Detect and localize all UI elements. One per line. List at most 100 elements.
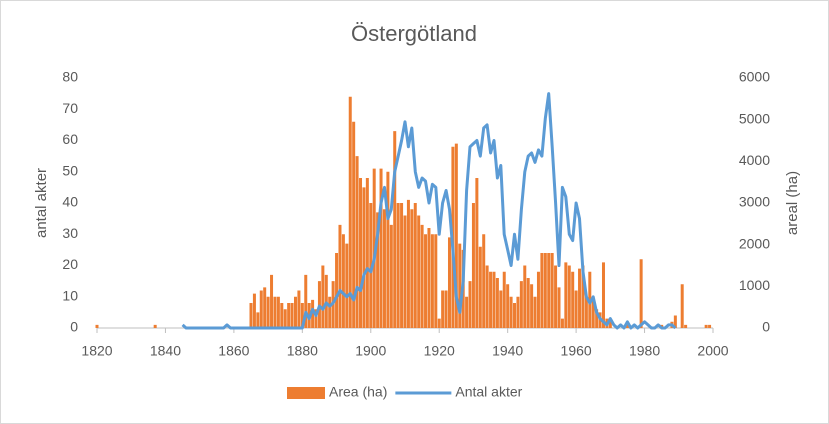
bar	[526, 278, 530, 328]
bar	[506, 284, 510, 328]
bar	[386, 171, 390, 328]
x-tick-label: 1960	[561, 343, 592, 359]
bar	[608, 321, 612, 328]
y-tick-label: 80	[62, 69, 78, 85]
bar	[557, 287, 561, 328]
bar	[550, 253, 554, 328]
y2-tick-label: 2000	[739, 235, 770, 251]
bar	[571, 271, 575, 328]
bar	[523, 265, 527, 328]
x-tick-label: 1940	[492, 343, 523, 359]
bar	[680, 284, 684, 328]
bar	[270, 274, 274, 328]
y2-tick-label: 3000	[739, 194, 770, 210]
bar	[478, 246, 482, 328]
bar	[516, 296, 520, 328]
bar	[273, 296, 277, 328]
bar	[536, 271, 540, 328]
x-tick-label: 1840	[150, 343, 181, 359]
bar	[341, 234, 345, 328]
bar	[406, 199, 410, 328]
bar	[434, 234, 438, 328]
bar	[441, 290, 445, 328]
y-tick-label: 30	[62, 225, 78, 241]
x-tick-label: 1880	[287, 343, 318, 359]
bar	[345, 243, 349, 328]
y2-axis-title: areal (ha)	[784, 171, 801, 235]
bar	[95, 324, 99, 328]
bar	[379, 168, 383, 328]
bar	[471, 203, 475, 328]
bar	[389, 224, 393, 328]
bar	[348, 96, 352, 328]
bar	[413, 203, 417, 328]
bar	[266, 296, 270, 328]
bar	[287, 303, 291, 328]
bar	[400, 203, 404, 328]
bar	[437, 318, 441, 328]
bar	[533, 296, 537, 328]
bar	[547, 253, 551, 328]
bar	[560, 318, 564, 328]
bar	[420, 224, 424, 328]
bar	[564, 262, 568, 328]
bar	[427, 228, 431, 328]
bar	[430, 234, 434, 328]
bar	[554, 265, 558, 328]
y-tick-label: 40	[62, 194, 78, 210]
bar	[424, 234, 428, 328]
bar	[588, 271, 592, 328]
bar	[444, 290, 448, 328]
y-tick-label: 10	[62, 287, 78, 303]
bar	[458, 243, 462, 328]
bar	[601, 262, 605, 328]
bar	[283, 309, 287, 328]
x-tick-label: 1820	[81, 343, 112, 359]
bar	[376, 212, 380, 328]
bar	[393, 131, 397, 328]
bar	[280, 303, 284, 328]
bar	[485, 265, 489, 328]
x-tick-label: 1900	[355, 343, 386, 359]
bar	[499, 290, 503, 328]
line	[181, 92, 677, 330]
bar	[359, 178, 363, 328]
bar	[403, 215, 407, 328]
bar	[591, 299, 595, 328]
bar	[338, 224, 342, 328]
bar	[293, 296, 297, 328]
bar	[311, 299, 315, 328]
bar	[290, 303, 294, 328]
bar	[447, 237, 451, 328]
x-tick-label: 1860	[218, 343, 249, 359]
x-tick-label: 2000	[697, 343, 728, 359]
bar	[355, 156, 359, 328]
bar	[574, 290, 578, 328]
y-tick-label: 50	[62, 162, 78, 178]
bar	[578, 268, 582, 328]
bar	[489, 271, 493, 328]
bar	[321, 265, 325, 328]
legend-swatch	[287, 387, 325, 399]
bar	[454, 143, 458, 328]
bar	[482, 234, 486, 328]
bar	[300, 303, 304, 328]
y2-tick-label: 5000	[739, 110, 770, 126]
bar	[369, 203, 373, 328]
bar	[543, 253, 547, 328]
bar	[495, 278, 499, 328]
bar	[335, 253, 339, 328]
bar	[540, 253, 544, 328]
bar	[362, 187, 366, 328]
bar	[365, 178, 369, 328]
y-tick-label: 20	[62, 256, 78, 272]
bar	[324, 274, 328, 328]
bar	[263, 287, 267, 328]
bar	[530, 284, 534, 328]
bar	[297, 290, 301, 328]
bar	[256, 312, 260, 328]
bar	[684, 324, 688, 328]
bar	[252, 293, 256, 328]
chart-title: Östergötland	[351, 21, 477, 46]
